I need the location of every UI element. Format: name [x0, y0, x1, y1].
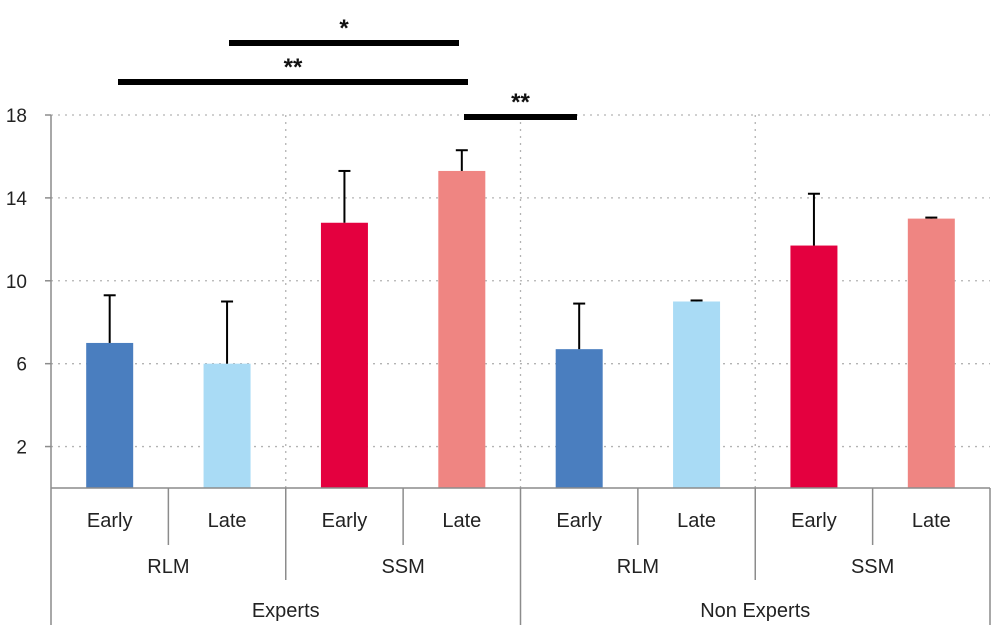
significance-label: * [339, 15, 349, 42]
category-label-phase: Early [791, 510, 837, 532]
y-tick-label: 18 [6, 106, 27, 127]
category-label-group: Non Experts [700, 600, 810, 622]
category-label-phase: Late [208, 510, 247, 532]
category-label-phase: Late [912, 510, 951, 532]
axis-layer [45, 114, 991, 625]
y-tick-label: 6 [16, 355, 27, 376]
category-label-model: RLM [617, 556, 659, 578]
y-tick-label: 14 [6, 189, 28, 210]
significance-label: ** [284, 54, 303, 81]
label-layer: 2 6 10 14 18 Early Late Early Late Early Late Early… [6, 106, 951, 622]
category-label-phase: Late [677, 510, 716, 532]
category-label-model: SSM [851, 556, 894, 578]
category-label-group: Experts [252, 600, 320, 622]
bar [203, 363, 251, 488]
y-tick-label: 2 [16, 438, 27, 459]
significance-layer: ***** [118, 15, 577, 120]
bar [320, 222, 368, 488]
bar [86, 342, 134, 488]
category-label-model: RLM [147, 556, 189, 578]
significance-label: ** [511, 89, 530, 116]
bar [790, 245, 838, 488]
bar-layer [86, 149, 955, 488]
bar [555, 349, 603, 488]
bar [673, 301, 721, 488]
bar [438, 170, 486, 488]
y-tick-label: 10 [6, 272, 27, 293]
bar [907, 218, 955, 488]
category-label-phase: Early [322, 510, 368, 532]
category-label-phase: Late [442, 510, 481, 532]
grid-layer [51, 114, 990, 488]
category-label-phase: Early [87, 510, 133, 532]
category-label-phase: Early [556, 510, 602, 532]
category-label-model: SSM [381, 556, 424, 578]
